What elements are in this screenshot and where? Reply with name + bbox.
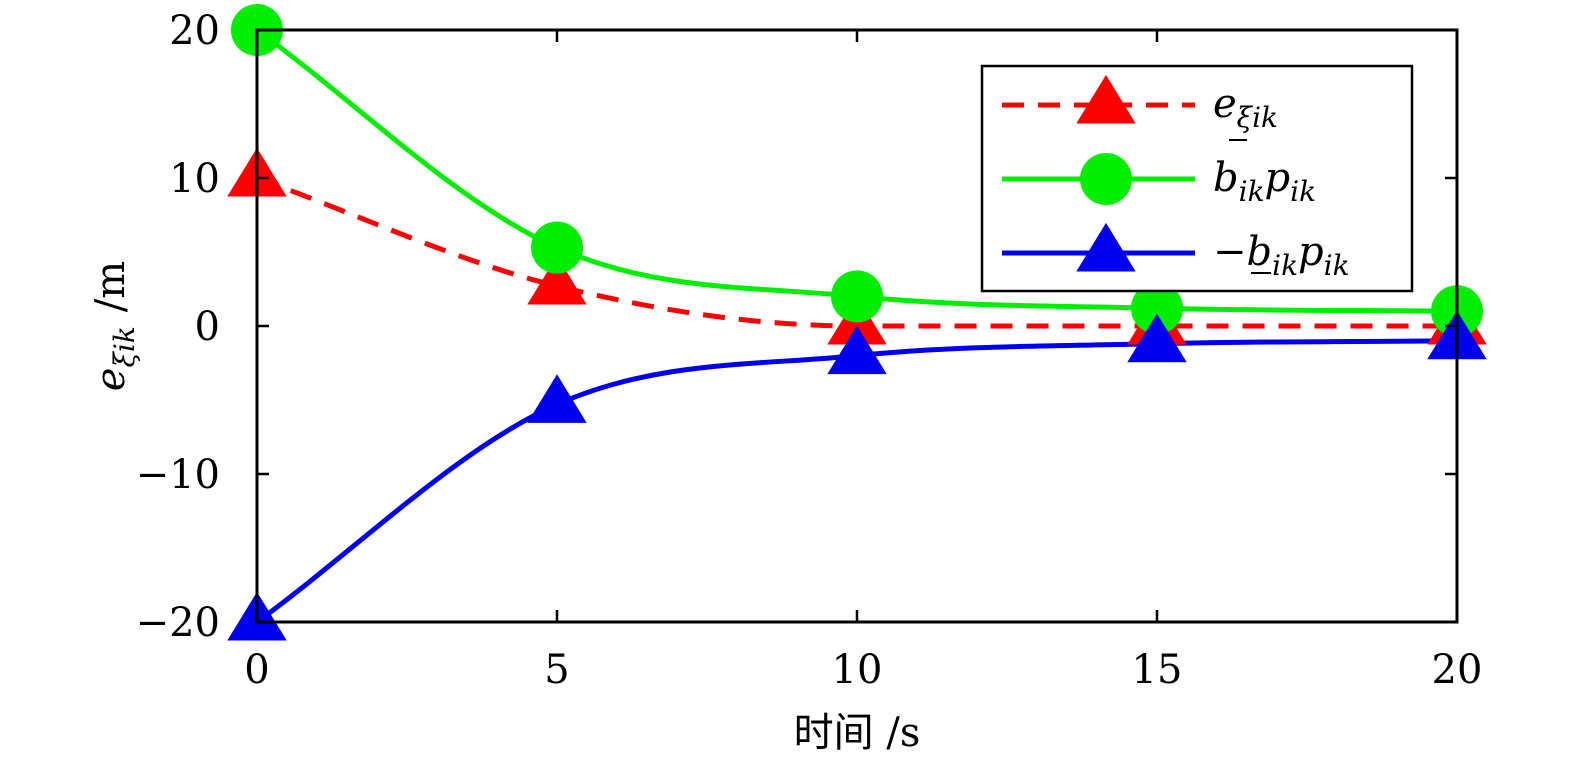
x-axis-label: 时间 /s <box>794 710 921 756</box>
svg-text:eξik/m: eξik/m <box>88 261 141 391</box>
y-tick-labels: 20 10 0 −10 −20 <box>136 8 220 646</box>
x-tick-label: 20 <box>1432 647 1483 693</box>
y-tick-label: 20 <box>169 8 220 54</box>
legend: eξik bikpik −bikpik <box>980 64 1414 293</box>
x-tick-label: 0 <box>244 647 269 693</box>
x-tick-label: 10 <box>832 647 883 693</box>
x-tick-label: 5 <box>544 647 569 693</box>
series-1-point <box>531 221 583 274</box>
axis-ticks <box>255 28 1459 624</box>
y-axis-label: eξik/m <box>88 261 141 391</box>
y-axis-subscript: ξik <box>108 326 141 367</box>
y-axis-symbol: e <box>88 368 134 392</box>
x-tick-labels: 0 5 10 15 20 <box>244 647 1482 693</box>
series-2-point <box>1127 313 1187 363</box>
series-2-point <box>527 374 587 423</box>
y-axis-unit: /m <box>88 261 134 312</box>
y-tick-label: 10 <box>169 156 220 202</box>
y-tick-label: −10 <box>136 452 220 498</box>
legend-label-2: −bikpik <box>1213 229 1350 282</box>
legend-marker-0 <box>1076 74 1136 124</box>
series-line-2 <box>255 338 1458 625</box>
series-1-point <box>831 270 883 323</box>
legend-marker-2 <box>1076 222 1136 272</box>
legend-label-1: bikpik <box>1213 155 1316 208</box>
series-0-point <box>527 255 587 305</box>
series-2-point <box>827 325 887 375</box>
legend-label-0: eξik <box>1213 81 1278 134</box>
series-1-point <box>1131 282 1183 335</box>
y-tick-label: 0 <box>195 304 220 350</box>
y-tick-label: −20 <box>136 600 220 646</box>
x-tick-label: 15 <box>1132 647 1183 693</box>
legend-marker-1 <box>1080 153 1132 205</box>
